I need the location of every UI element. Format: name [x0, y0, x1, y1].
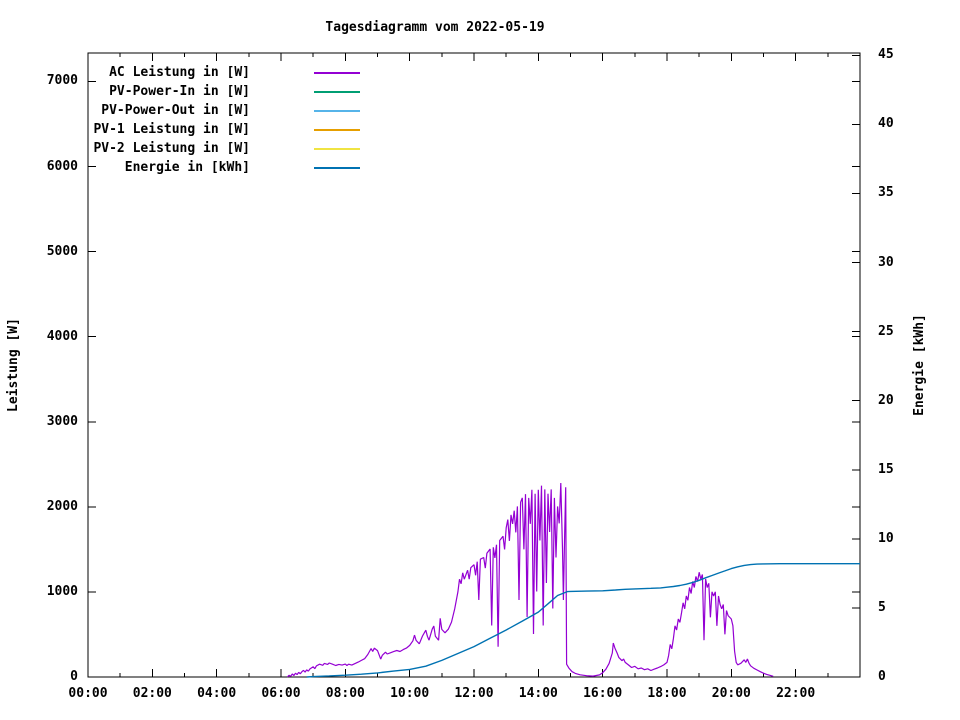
legend-line-swatch [314, 147, 360, 150]
y2-tick-label: 10 [878, 530, 894, 546]
legend-line-swatch [314, 128, 360, 131]
x-tick-label: 08:00 [325, 686, 365, 701]
legend: AC Leistung in [W] PV-Power-In in [W] PV-P… [35, 63, 360, 177]
y-tick-label: 6000 [46, 158, 78, 174]
legend-label: PV-2 Leistung in [W] [93, 141, 250, 156]
x-tick-label: 14:00 [518, 686, 558, 701]
legend-line-swatch [314, 166, 360, 169]
x-tick-label: 02:00 [132, 686, 172, 701]
y2-tick-label: 40 [878, 116, 894, 132]
y2-tick-label: 25 [878, 323, 894, 339]
legend-item: PV-2 Leistung in [W] [35, 139, 360, 158]
legend-label: AC Leistung in [W] [109, 65, 250, 80]
legend-item: AC Leistung in [W] [35, 63, 360, 82]
y-tick-label: 7000 [46, 73, 78, 89]
x-tick-label: 16:00 [583, 686, 623, 701]
legend-item: PV-Power-Out in [W] [35, 101, 360, 120]
y-tick-label: 3000 [46, 413, 78, 429]
legend-item: Energie in [kWh] [35, 158, 360, 177]
legend-label: PV-Power-In in [W] [109, 84, 250, 99]
y2-tick-label: 15 [878, 461, 894, 477]
legend-label: Energie in [kWh] [124, 160, 250, 175]
y2-tick-label: 30 [878, 254, 894, 270]
legend-line-swatch [314, 71, 360, 74]
series-line-ac-leistung-in-w- [286, 482, 774, 678]
y-tick-label: 0 [70, 669, 78, 684]
x-tick-label: 00:00 [68, 686, 108, 701]
legend-label: PV-1 Leistung in [W] [93, 122, 250, 137]
legend-line-swatch [314, 109, 360, 112]
right-axis-title: Energie [kWh] [912, 314, 927, 416]
x-tick-label: 06:00 [261, 686, 301, 701]
x-tick-label: 22:00 [776, 686, 816, 701]
y-tick-label: 5000 [46, 243, 78, 259]
y-tick-label: 1000 [46, 583, 78, 599]
legend-line-swatch [314, 90, 360, 93]
x-tick-label: 04:00 [197, 686, 237, 701]
legend-item: PV-Power-In in [W] [35, 82, 360, 101]
chart-title: Tagesdiagramm vom 2022-05-19 [325, 20, 545, 35]
y2-tick-label: 0 [878, 669, 886, 684]
y2-tick-label: 5 [878, 599, 886, 615]
x-tick-label: 20:00 [711, 686, 751, 701]
x-tick-label: 12:00 [454, 686, 494, 701]
y-tick-label: 4000 [46, 328, 78, 344]
legend-label: PV-Power-Out in [W] [101, 103, 250, 118]
x-tick-label: 10:00 [390, 686, 430, 701]
legend-item: PV-1 Leistung in [W] [35, 120, 360, 139]
series-line-energie-in-kwh- [306, 563, 860, 678]
y2-tick-label: 35 [878, 185, 894, 201]
left-axis-title: Leistung [W] [6, 318, 21, 412]
y2-tick-label: 45 [878, 47, 894, 63]
y2-tick-label: 20 [878, 392, 894, 408]
x-tick-label: 18:00 [647, 686, 687, 701]
y-tick-label: 2000 [46, 498, 78, 514]
